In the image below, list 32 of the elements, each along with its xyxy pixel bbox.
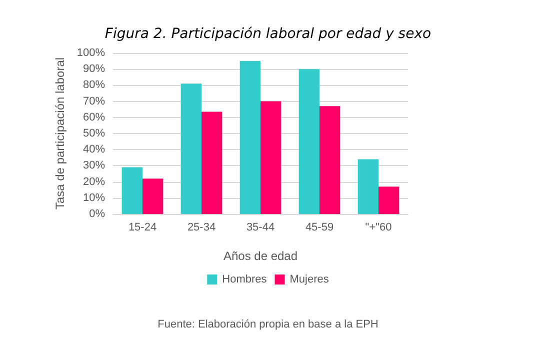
y-tick-label: 50%	[82, 128, 106, 140]
y-tick-label: 70%	[82, 95, 106, 108]
y-tick-label: 40%	[82, 144, 106, 156]
legend-label: Mujeres	[290, 274, 330, 286]
y-tick-label: 0%	[89, 208, 106, 220]
y-tick-label: 90%	[82, 63, 106, 76]
x-axis-title: Años de edad	[223, 249, 298, 263]
bar	[320, 106, 340, 214]
bar	[260, 101, 282, 214]
y-tick-label: 80%	[82, 79, 106, 92]
legend-label: Hombres	[222, 274, 268, 286]
bar	[378, 186, 400, 214]
chart-title: Figura 2. Participación laboral por edad y sexo	[104, 26, 432, 42]
bar	[358, 159, 378, 214]
y-tick-label: 10%	[82, 192, 106, 204]
x-tick-label: 25-34	[187, 222, 216, 234]
bar	[122, 167, 142, 214]
x-tick-label: 15-24	[128, 222, 157, 234]
bar	[202, 112, 222, 214]
bar	[298, 69, 320, 214]
x-tick-label: 45-59	[305, 222, 334, 234]
y-axis-title: Tasa de participación laboral	[52, 57, 67, 210]
bar	[180, 84, 202, 214]
x-tick-label: "+"60	[365, 222, 392, 234]
x-tick-label: 35-44	[246, 222, 275, 234]
source-note: Fuente: Elaboración propia en base a la EPH	[158, 318, 378, 330]
y-tick-label: 100%	[76, 47, 106, 59]
bar	[240, 61, 260, 214]
y-tick-label: 60%	[82, 111, 106, 124]
y-tick-label: 30%	[82, 160, 106, 172]
y-tick-label: 20%	[82, 176, 106, 188]
bar	[142, 178, 164, 214]
